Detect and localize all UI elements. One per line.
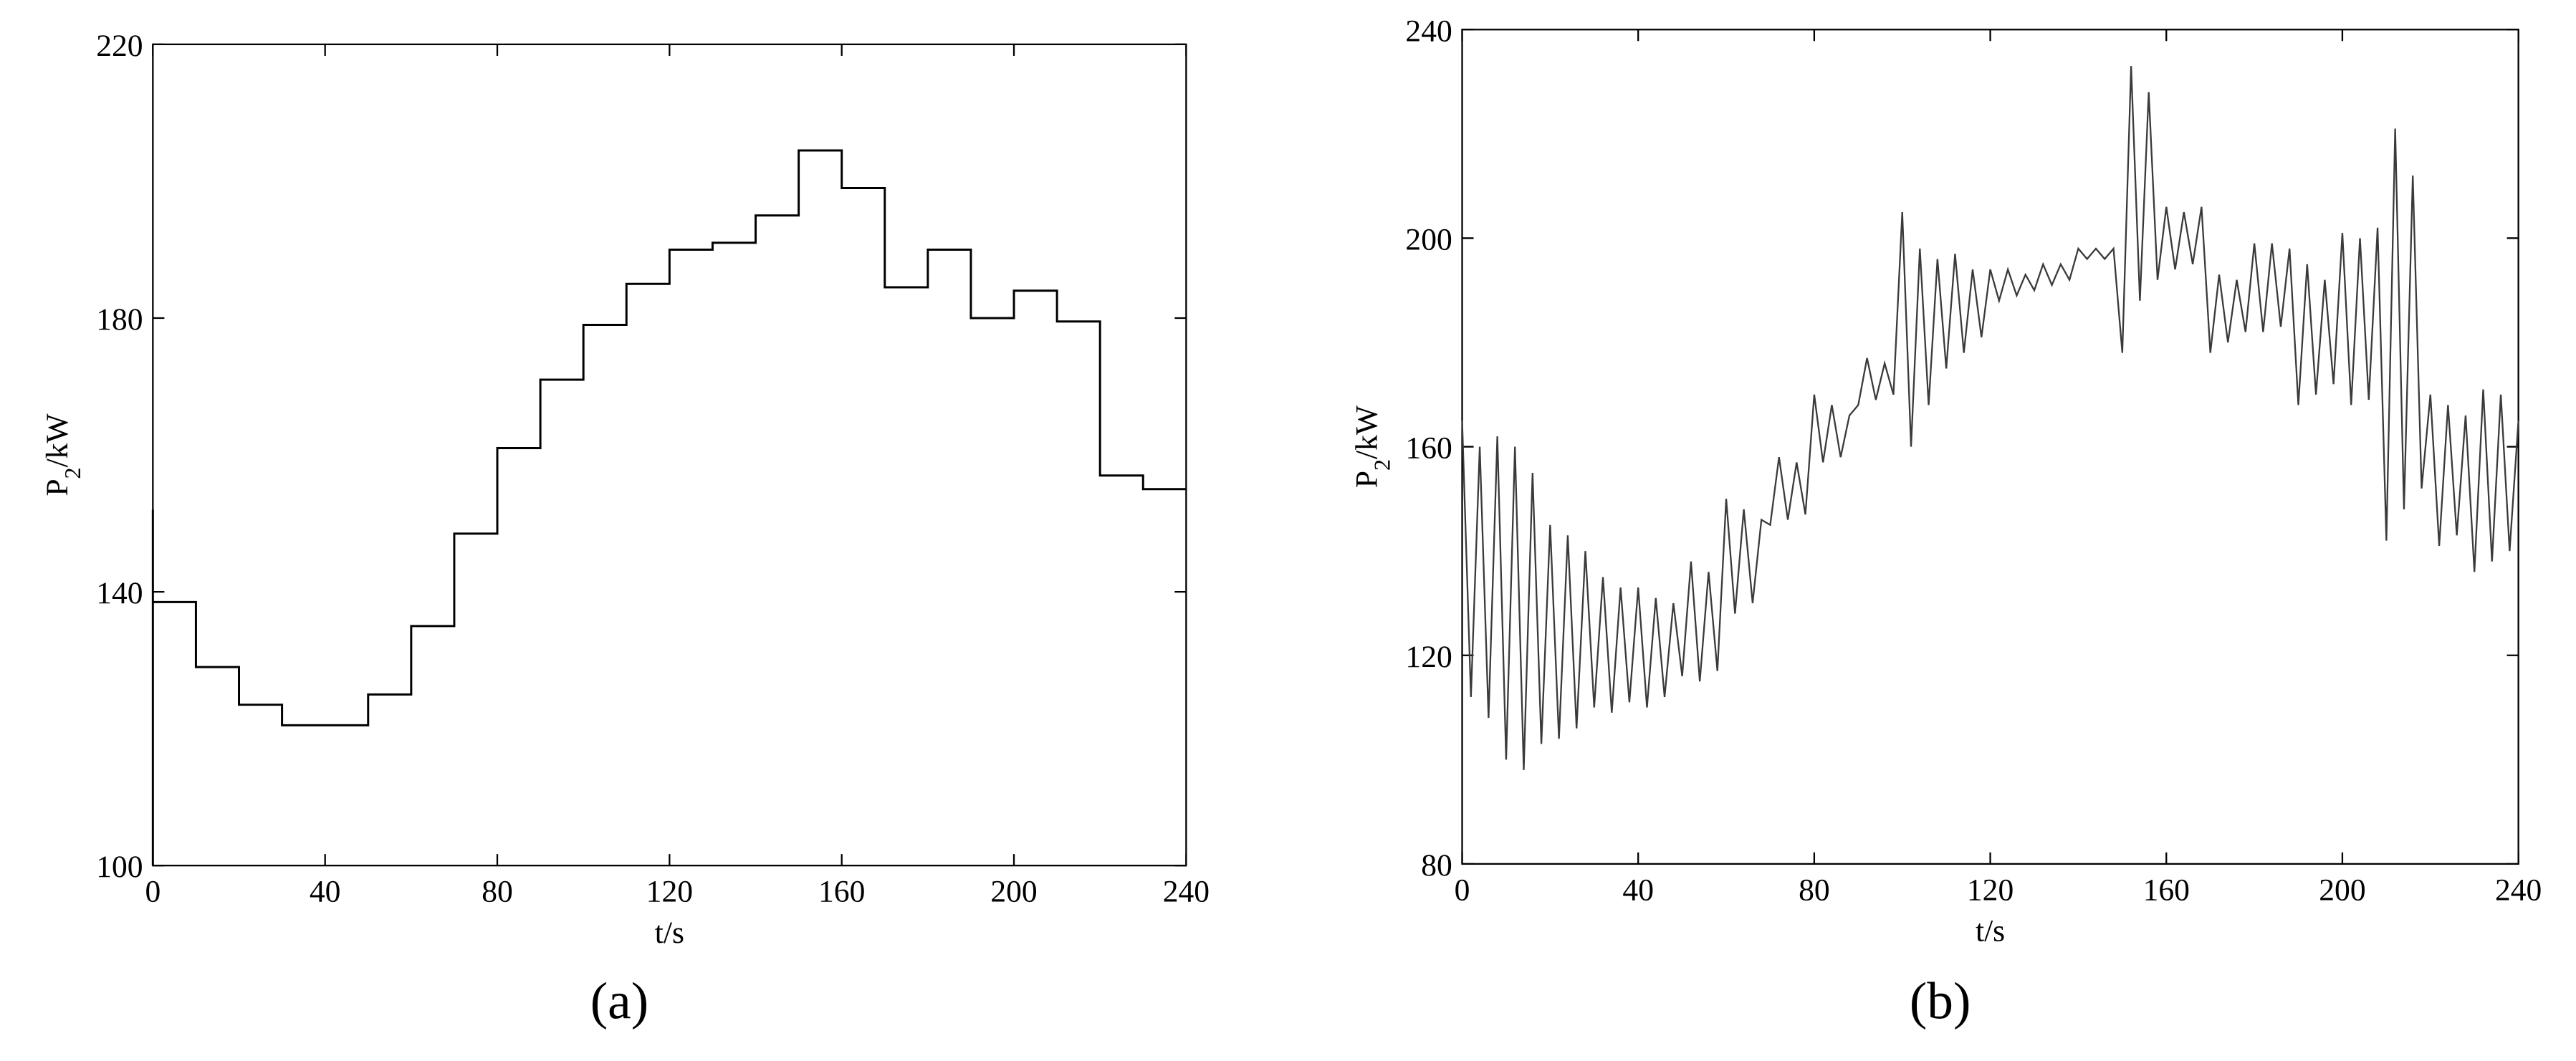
y-tick-label: 220 <box>96 29 143 63</box>
y-axis-label-part: /kW <box>40 413 75 468</box>
y-tick-label: 120 <box>1405 640 1452 674</box>
x-tick-label: 200 <box>2319 873 2365 907</box>
x-tick-label: 120 <box>1967 873 2014 907</box>
x-tick-label: 160 <box>2143 873 2190 907</box>
y-axis-label: P2/kW <box>40 413 85 496</box>
y-axis-label-part: P <box>40 479 75 496</box>
y-axis-label-part: /kW <box>1349 405 1384 459</box>
y-axis-label-part: 2 <box>59 467 85 479</box>
plot-frame <box>1461 29 2519 865</box>
x-tick-label: 80 <box>1799 873 1830 907</box>
y-axis-label: P2/kW <box>1349 405 1394 488</box>
plot-frame <box>152 43 1187 867</box>
y-tick-label: 160 <box>1405 431 1452 466</box>
data-line <box>151 149 1187 866</box>
x-tick-label: 200 <box>990 875 1037 909</box>
x-axis-label: t/s <box>655 916 684 950</box>
x-axis-label: t/s <box>1976 914 2005 949</box>
caption: (b) <box>1910 971 1971 1029</box>
x-tick-label: 0 <box>1455 873 1470 907</box>
y-tick-label: 80 <box>1421 848 1452 883</box>
y-axis-label-part: P <box>1349 471 1384 488</box>
x-tick-label: 80 <box>482 875 513 909</box>
x-tick-label: 240 <box>2495 873 2542 907</box>
y-tick-label: 180 <box>96 302 143 337</box>
y-tick-label: 140 <box>96 576 143 610</box>
x-tick-label: 0 <box>145 875 161 909</box>
y-tick-label: 240 <box>1405 14 1452 48</box>
y-tick-label: 100 <box>96 850 143 884</box>
x-tick-label: 240 <box>1163 875 1210 909</box>
x-tick-label: 40 <box>1622 873 1654 907</box>
x-tick-label: 160 <box>818 875 865 909</box>
x-tick-label: 120 <box>646 875 693 909</box>
x-tick-label: 40 <box>310 875 341 909</box>
caption: (a) <box>590 971 648 1029</box>
y-tick-label: 200 <box>1405 222 1452 256</box>
data-line <box>1461 66 2519 770</box>
y-axis-label-part: 2 <box>1369 459 1394 471</box>
